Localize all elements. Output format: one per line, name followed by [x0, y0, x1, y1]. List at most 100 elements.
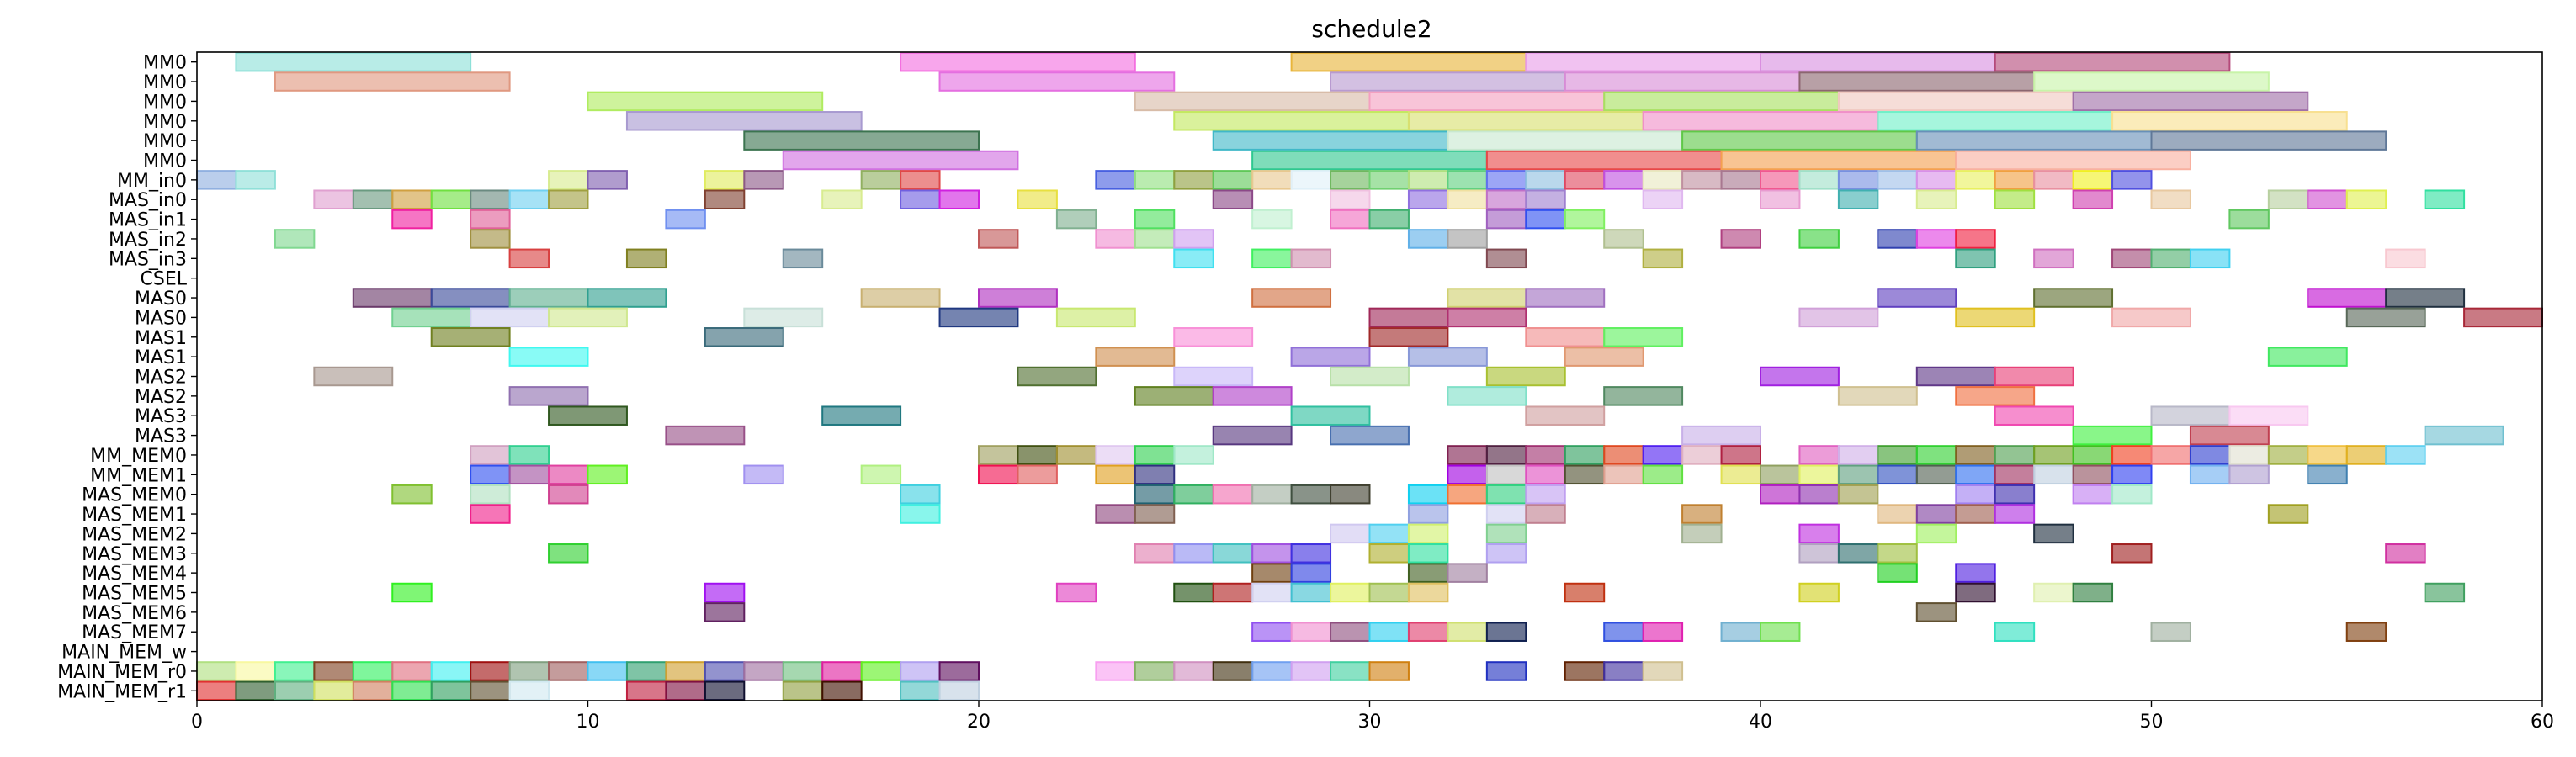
task-bar	[2267, 347, 2348, 367]
task-bar	[1798, 523, 1840, 544]
task-bar	[1330, 661, 1371, 681]
task-bar	[470, 661, 511, 681]
task-bar	[2228, 209, 2270, 230]
task-bar	[1525, 464, 1566, 485]
task-bar	[1642, 189, 1684, 209]
task-bar	[1485, 445, 1527, 465]
task-bar	[1994, 366, 2074, 387]
task-bar	[1095, 504, 1136, 524]
task-bar	[2111, 445, 2153, 465]
task-bar	[1330, 484, 1371, 505]
task-bar	[704, 582, 746, 603]
task-bar	[900, 189, 941, 209]
task-bar	[2111, 307, 2191, 328]
y-tick-label: MM0	[143, 151, 187, 172]
task-bar	[1212, 661, 1254, 681]
y-tick-label: MAS_in2	[109, 230, 187, 251]
task-bar	[1525, 288, 1606, 308]
task-bar	[938, 71, 1176, 92]
task-bar	[1134, 484, 1176, 505]
y-tick-label: MAS_MEM2	[82, 524, 187, 545]
task-bar	[704, 661, 746, 681]
task-bar	[1212, 484, 1254, 505]
task-bar	[1251, 563, 1293, 583]
x-tick-label: 10	[576, 712, 600, 733]
task-bar	[860, 288, 941, 308]
task-bar	[1407, 170, 1449, 190]
task-bar	[430, 327, 511, 347]
task-bar	[860, 170, 902, 190]
task-bar	[1212, 425, 1293, 446]
task-bar	[625, 661, 667, 681]
y-tick-label: MAS_MEM0	[82, 485, 187, 506]
task-bar	[2307, 189, 2348, 209]
task-bar	[2072, 582, 2114, 603]
task-bar	[1173, 248, 1214, 269]
task-bar	[1603, 91, 1840, 112]
task-bar	[313, 189, 354, 209]
task-bar	[2228, 405, 2309, 426]
task-bar	[2385, 445, 2426, 465]
task-bar	[978, 229, 1019, 249]
task-bar	[1134, 229, 1176, 249]
task-bar	[274, 71, 511, 92]
task-bar	[1134, 170, 1176, 190]
task-bar	[1017, 366, 1097, 387]
task-bar	[1212, 130, 1449, 151]
task-bar	[587, 661, 628, 681]
task-bar	[508, 464, 550, 485]
task-bar	[1134, 91, 1371, 112]
task-bar	[1134, 209, 1176, 230]
y-tick-label: MAS_in0	[109, 190, 187, 211]
task-bar	[1603, 464, 1644, 485]
task-bar	[1720, 150, 1957, 171]
task-bar	[1955, 582, 1996, 603]
task-bar	[743, 170, 784, 190]
task-bar	[1877, 229, 1918, 249]
task-bar	[1837, 543, 1879, 564]
task-bar	[2033, 464, 2074, 485]
task-bar	[587, 170, 628, 190]
task-bar	[1798, 71, 2036, 92]
task-bar	[1760, 170, 1801, 190]
task-bar	[1447, 288, 1527, 308]
task-bar	[978, 464, 1019, 485]
task-bar	[1798, 229, 1840, 249]
task-bar	[2033, 170, 2074, 190]
y-tick-label: MAIN_MEM_w	[61, 643, 187, 664]
task-bar	[1447, 130, 1684, 151]
task-bar	[1994, 464, 2036, 485]
task-bar	[1760, 622, 1801, 642]
task-bar	[704, 680, 746, 701]
y-tick-label: MM0	[143, 112, 187, 133]
task-bar	[1955, 307, 2036, 328]
task-bar	[1368, 661, 1410, 681]
task-bar	[2228, 464, 2270, 485]
task-bar	[2189, 445, 2231, 465]
task-bar	[548, 189, 589, 209]
task-bar	[1330, 71, 1566, 92]
task-bar	[1368, 170, 1410, 190]
task-bar	[1368, 209, 1410, 230]
task-bar	[1798, 464, 1840, 485]
task-bar	[1915, 170, 1957, 190]
task-bar	[391, 680, 433, 701]
task-bar	[1290, 563, 1332, 583]
y-tick-label: MAS_in3	[109, 249, 187, 270]
task-bar	[235, 680, 276, 701]
task-bar	[2345, 307, 2426, 328]
task-bar	[235, 661, 276, 681]
y-tick-label: CSEL	[141, 269, 188, 290]
task-bar	[704, 189, 746, 209]
task-bar	[1447, 484, 1488, 505]
task-bar	[938, 661, 980, 681]
task-bar	[470, 445, 511, 465]
task-bar	[900, 484, 941, 505]
task-bar	[625, 248, 667, 269]
task-bar	[1095, 445, 1136, 465]
task-bar	[1290, 543, 1332, 564]
y-tick-label: MM_in0	[117, 171, 187, 192]
task-bar	[1095, 170, 1136, 190]
task-bar	[1290, 484, 1332, 505]
task-bar	[548, 484, 589, 505]
